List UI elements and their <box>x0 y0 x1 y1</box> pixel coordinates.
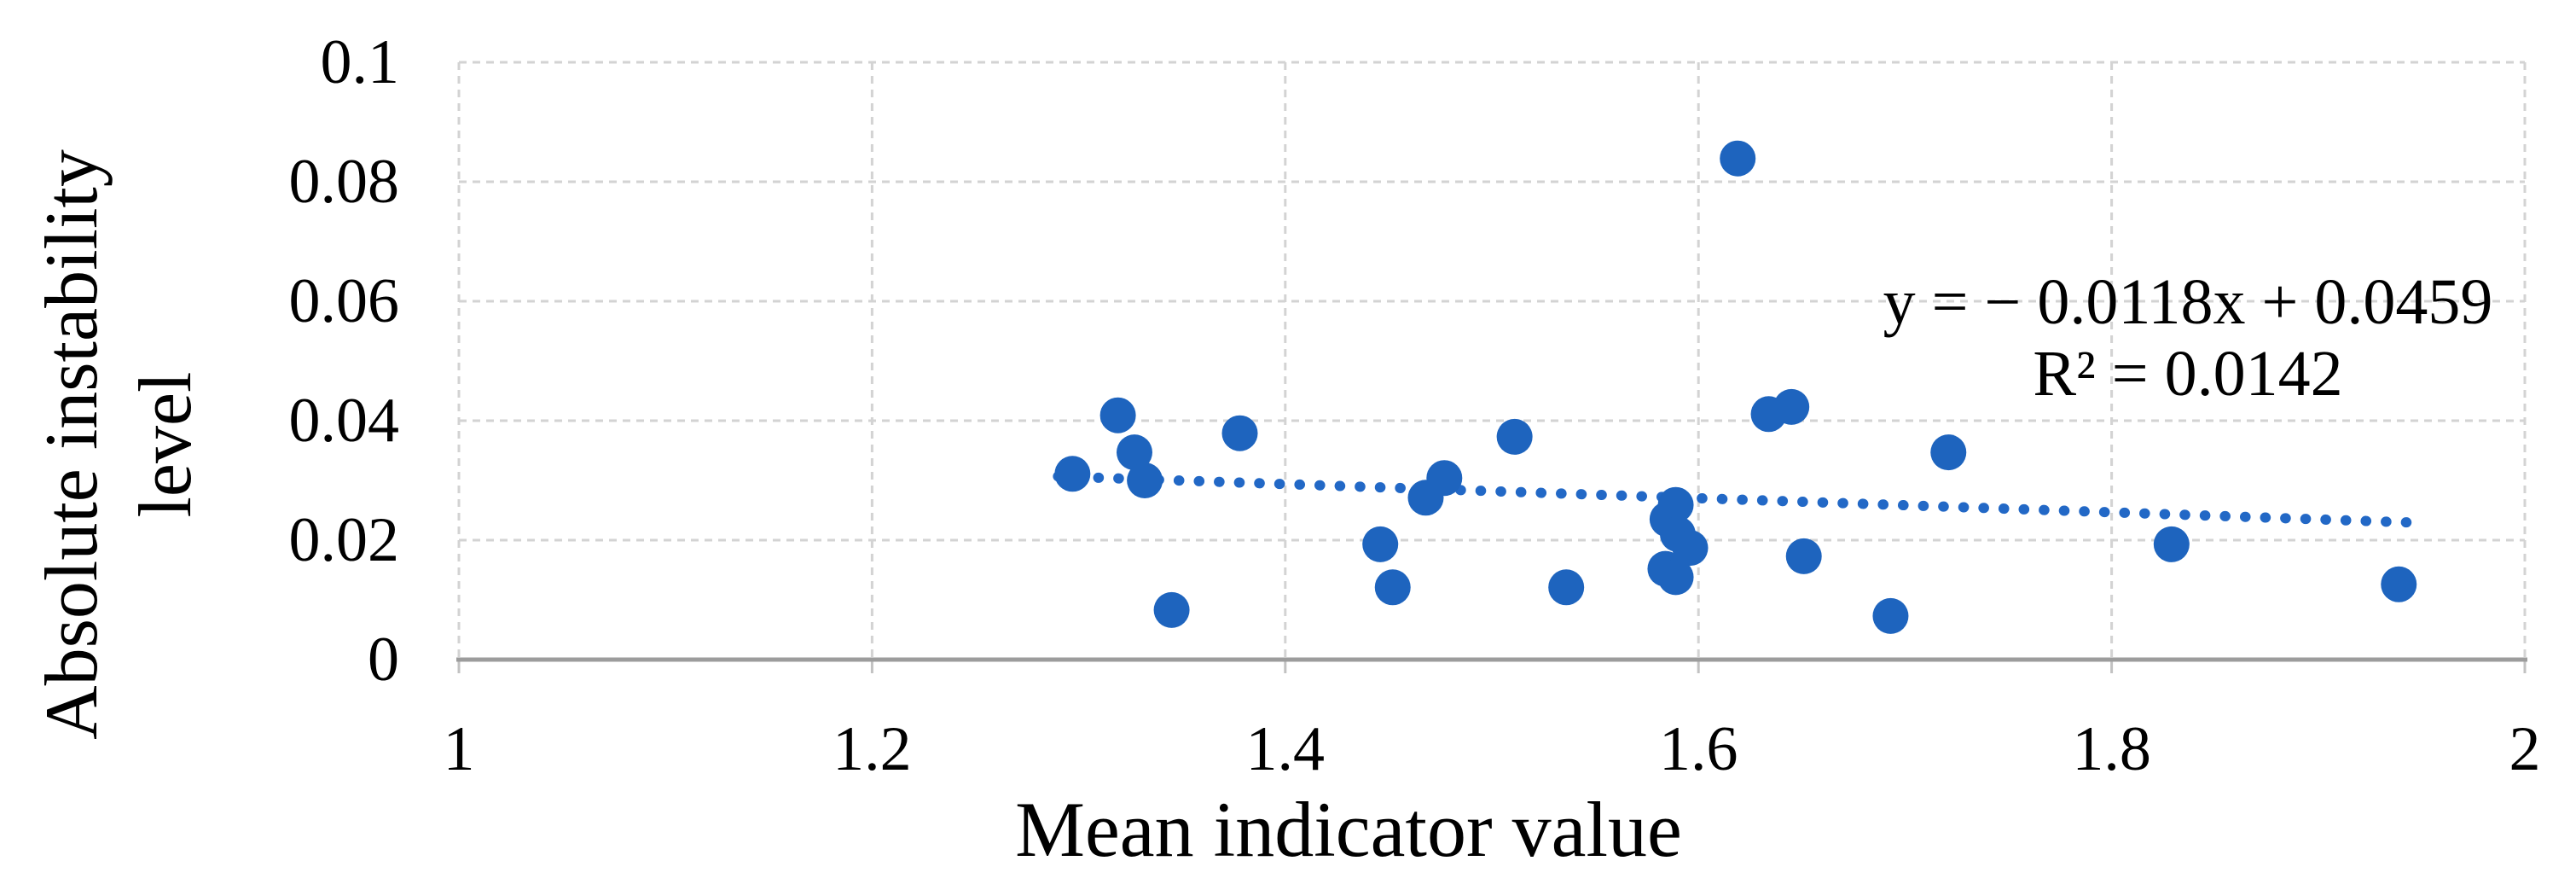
y-tick-label: 0.02 <box>288 505 400 575</box>
plot-area <box>456 61 2527 673</box>
y-tick-label: 0 <box>368 625 399 695</box>
data-point <box>1657 559 1694 596</box>
y-tick-label: 0.06 <box>288 266 400 336</box>
data-point <box>1221 415 1258 451</box>
trendline-equation: y = − 0.0118x + 0.0459 R² = 0.0142 <box>1883 266 2493 410</box>
data-point <box>1496 418 1533 455</box>
trendline <box>1053 471 2415 528</box>
data-point <box>1872 597 1909 634</box>
trendline-equation-label: y = − 0.0118x + 0.0459 <box>1883 266 2493 338</box>
data-point <box>1426 460 1463 497</box>
data-point <box>1054 456 1091 492</box>
x-tick-label: 1 <box>443 714 475 784</box>
data-point <box>2381 566 2417 602</box>
data-point <box>1672 530 1709 567</box>
data-point <box>1362 526 1399 562</box>
y-tick-label: 0.1 <box>320 27 400 97</box>
x-tick-label: 1.8 <box>2072 714 2151 784</box>
data-point <box>1548 569 1585 606</box>
data-point <box>1116 434 1152 471</box>
x-tick-label: 1.6 <box>1658 714 1738 784</box>
x-tick-label: 1.4 <box>1245 714 1326 784</box>
x-tick-label: 1.2 <box>833 714 912 784</box>
x-axis-title: Mean indicator value <box>1015 786 1682 873</box>
x-tick-label: 2 <box>2509 714 2541 784</box>
data-point <box>1153 591 1190 628</box>
y-axis-title-line2: level <box>125 371 207 518</box>
y-tick-label: 0.08 <box>288 147 400 217</box>
data-point <box>1127 462 1163 498</box>
data-point <box>2153 526 2190 562</box>
y-axis-title: Absolute instability level <box>26 61 213 829</box>
data-point <box>1785 538 1822 574</box>
data-point <box>1099 397 1136 433</box>
data-point <box>1374 569 1411 606</box>
data-point <box>1773 388 1810 425</box>
y-axis-title-line1: Absolute instability <box>31 149 113 740</box>
data-point <box>1720 140 1756 177</box>
data-point <box>1930 434 1967 471</box>
y-tick-label: 0.04 <box>288 386 400 456</box>
r-squared-label: R² = 0.0142 <box>2033 338 2343 410</box>
